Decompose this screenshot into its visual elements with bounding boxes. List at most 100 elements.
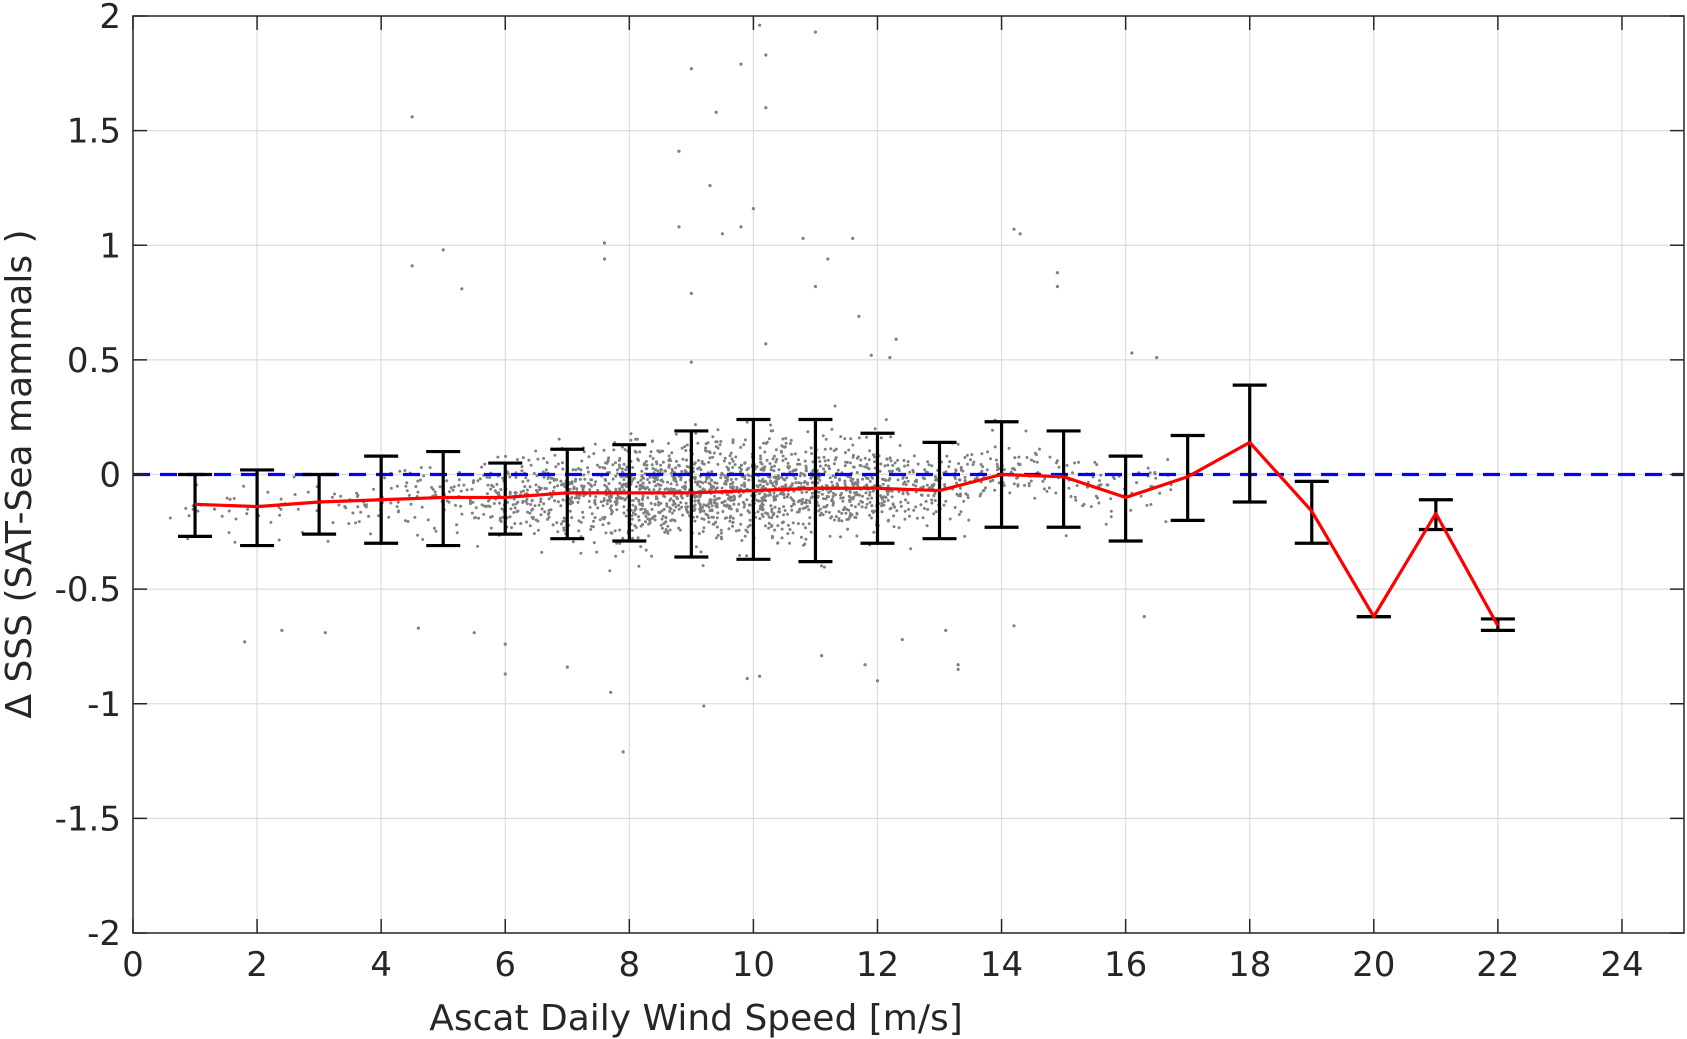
scatter-point [731,466,735,469]
scatter-point [803,459,807,463]
scatter-point [650,554,654,558]
scatter-point [660,517,664,521]
scatter-point [672,494,676,498]
scatter-point [1096,496,1099,500]
scatter-point [784,436,788,440]
scatter-point [434,493,438,497]
scatter-point [186,537,190,541]
scatter-point [339,494,343,498]
scatter-point [648,454,652,458]
scatter-point [850,504,854,507]
scatter-point [713,501,717,505]
scatter-point [831,503,835,507]
scatter-point [706,513,710,517]
scatter-point [616,472,619,476]
scatter-point [813,30,818,34]
scatter-point [595,550,599,554]
scatter-point [196,509,200,513]
scatter-point [460,512,464,516]
scatter-point [722,459,726,463]
scatter-point [704,480,708,484]
scatter-point [831,474,835,478]
scatter-point [680,470,684,473]
scatter-point [654,475,658,479]
scatter-point [536,528,540,532]
scatter-point [969,458,972,462]
scatter-point [930,498,934,502]
scatter-point [920,493,924,497]
scatter-point [331,521,335,525]
scatter-point [455,523,459,527]
scatter-point [525,502,529,506]
scatter-point [844,460,848,464]
scatter-point [838,478,841,482]
scatter-point [813,284,818,289]
scatter-point [831,495,835,498]
scatter-point [220,514,224,518]
scatter-point [395,484,399,488]
scatter-point [634,526,638,529]
scatter-point [872,453,875,457]
scatter-point [645,463,649,467]
scatter-point [826,257,830,261]
scatter-point [994,458,998,462]
scatter-point [278,513,282,517]
scatter-point [540,550,544,554]
scatter-point [560,483,563,487]
scatter-point [669,471,673,475]
scatter-point [1045,489,1049,493]
scatter-point [881,477,884,481]
scatter-point [588,505,592,509]
bin-mean-line [194,440,1500,627]
scatter-point [389,501,393,505]
scatter-point [782,477,786,481]
scatter-point [1055,461,1058,465]
scatter-point [904,483,908,487]
scatter-point [861,500,864,504]
scatter-point [776,524,780,528]
scatter-point [943,483,947,487]
scatter-point [689,360,693,364]
scatter-point [644,520,647,524]
scatter-point [667,459,671,462]
scatter-point [980,452,984,456]
scatter-point [809,446,813,450]
scatter-point [915,516,919,520]
scatter-point [506,472,510,476]
scatter-point [659,467,663,471]
scatter-point [757,492,761,496]
scatter-point [679,494,683,498]
scatter-point [959,492,962,496]
scatter-point [486,483,490,487]
scatter-point [701,481,705,485]
scatter-point [822,565,826,569]
scatter-point [781,437,785,441]
scatter-point [395,505,399,509]
scatter-point [568,509,572,513]
scatter-point [579,468,583,472]
y-tick-label: -2 [87,914,121,954]
scatter-point [906,501,910,505]
scatter-point [716,462,720,466]
scatter-point [571,468,575,472]
scatter-point [1099,473,1103,477]
scatter-point [863,663,867,667]
scatter-point [1007,446,1011,450]
scatter-point [701,564,705,568]
scatter-point [550,495,554,499]
scatter-point [801,236,805,240]
scatter-point [1002,484,1006,487]
scatter-point [620,445,624,449]
scatter-point [438,485,442,489]
scatter-point [713,481,717,485]
scatter-point [804,537,808,541]
scatter-point [694,480,697,484]
scatter-point [797,458,800,462]
scatter-point [868,449,872,453]
scatter-point [922,507,926,510]
scatter-point [783,509,787,512]
scatter-point [685,494,689,498]
scatter-point [909,547,913,551]
scatter-point [671,488,674,491]
scatter-point [807,508,811,512]
